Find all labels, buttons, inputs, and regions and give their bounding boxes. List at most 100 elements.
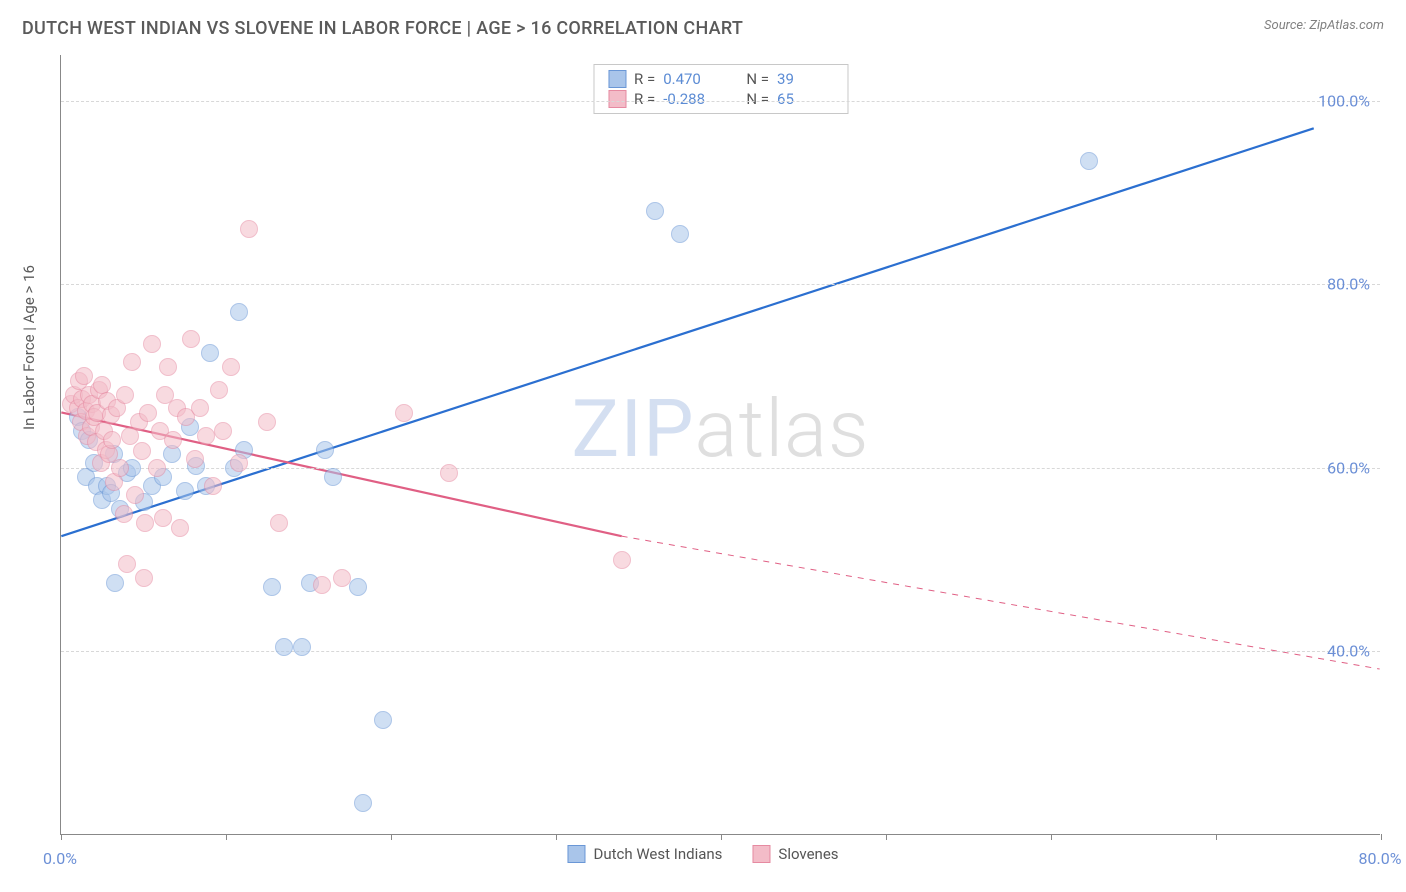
scatter-point: [148, 459, 166, 477]
r-value: -0.288: [663, 90, 719, 108]
watermark: ZIPatlas: [571, 382, 869, 476]
regression-line: [622, 536, 1380, 669]
scatter-point: [354, 794, 372, 812]
legend-swatch: [752, 845, 770, 863]
scatter-point: [230, 454, 248, 472]
scatter-point: [186, 450, 204, 468]
scatter-point: [201, 344, 219, 362]
scatter-point: [333, 569, 351, 587]
scatter-point: [240, 220, 258, 238]
scatter-point: [123, 353, 141, 371]
r-label: R =: [634, 70, 655, 88]
n-label: N =: [746, 90, 769, 108]
y-axis-title: In Labor Force | Age > 16: [20, 265, 38, 430]
chart-title: DUTCH WEST INDIAN VS SLOVENE IN LABOR FO…: [22, 18, 743, 39]
scatter-point: [111, 459, 129, 477]
scatter-point: [313, 576, 331, 594]
source-credit: Source: ZipAtlas.com: [1264, 18, 1384, 33]
n-label: N =: [746, 70, 769, 88]
y-tick-label: 40.0%: [1327, 642, 1370, 661]
scatter-point: [204, 477, 222, 495]
scatter-point: [154, 509, 172, 527]
x-tick: [391, 834, 392, 840]
correlation-row: R = -0.288 N = 65: [608, 89, 833, 109]
x-tick: [1216, 834, 1217, 840]
scatter-point: [116, 386, 134, 404]
scatter-point: [324, 468, 342, 486]
scatter-point: [270, 514, 288, 532]
x-tick: [61, 834, 62, 840]
x-tick: [721, 834, 722, 840]
correlation-row: R = 0.470 N = 39: [608, 69, 833, 89]
scatter-point: [197, 427, 215, 445]
y-tick-label: 100.0%: [1318, 91, 1370, 110]
scatter-point: [671, 225, 689, 243]
x-axis-label: 0.0%: [43, 849, 77, 868]
scatter-point: [349, 578, 367, 596]
correlation-legend: R = 0.470 N = 39R = -0.288 N = 65: [593, 64, 848, 114]
scatter-point: [106, 574, 124, 592]
scatter-point: [103, 431, 121, 449]
r-value: 0.470: [663, 70, 719, 88]
scatter-point: [316, 441, 334, 459]
scatter-point: [159, 358, 177, 376]
grid-line: [61, 651, 1380, 652]
scatter-point: [191, 399, 209, 417]
scatter-point: [133, 442, 151, 460]
watermark-part2: atlas: [695, 382, 870, 476]
legend-swatch: [608, 70, 626, 88]
scatter-point: [440, 464, 458, 482]
scatter-point: [258, 413, 276, 431]
regression-lines-layer: [61, 55, 1380, 834]
x-tick: [1051, 834, 1052, 840]
x-tick: [226, 834, 227, 840]
scatter-point: [136, 514, 154, 532]
scatter-point: [171, 519, 189, 537]
legend-item: Dutch West Indians: [567, 845, 722, 863]
series-legend: Dutch West Indians Slovenes: [567, 845, 838, 863]
x-tick: [886, 834, 887, 840]
grid-line: [61, 101, 1380, 102]
scatter-point: [293, 638, 311, 656]
chart-header: DUTCH WEST INDIAN VS SLOVENE IN LABOR FO…: [22, 18, 1384, 39]
plot-area: ZIPatlas R = 0.470 N = 39R = -0.288 N = …: [60, 55, 1380, 835]
legend-swatch: [567, 845, 585, 863]
scatter-point: [214, 422, 232, 440]
scatter-point: [263, 578, 281, 596]
n-value: 65: [777, 90, 833, 108]
legend-label: Dutch West Indians: [593, 845, 722, 863]
scatter-point: [210, 381, 228, 399]
regression-line: [61, 128, 1313, 536]
legend-swatch: [608, 90, 626, 108]
legend-item: Slovenes: [752, 845, 838, 863]
x-axis-label: 80.0%: [1359, 849, 1402, 868]
y-tick-label: 80.0%: [1327, 275, 1370, 294]
grid-line: [61, 468, 1380, 469]
scatter-point: [139, 404, 157, 422]
r-label: R =: [634, 90, 655, 108]
legend-label: Slovenes: [778, 845, 838, 863]
scatter-point: [75, 367, 93, 385]
scatter-point: [182, 330, 200, 348]
scatter-point: [143, 335, 161, 353]
scatter-point: [164, 431, 182, 449]
scatter-point: [118, 555, 136, 573]
n-value: 39: [777, 70, 833, 88]
grid-line: [61, 284, 1380, 285]
scatter-point: [374, 711, 392, 729]
scatter-point: [1080, 152, 1098, 170]
scatter-point: [613, 551, 631, 569]
x-tick: [556, 834, 557, 840]
scatter-point: [115, 505, 133, 523]
y-tick-label: 60.0%: [1327, 458, 1370, 477]
scatter-point: [275, 638, 293, 656]
watermark-part1: ZIP: [571, 382, 694, 476]
scatter-point: [222, 358, 240, 376]
scatter-point: [646, 202, 664, 220]
scatter-point: [126, 486, 144, 504]
x-tick: [1381, 834, 1382, 840]
scatter-point: [135, 569, 153, 587]
scatter-point: [176, 482, 194, 500]
scatter-point: [230, 303, 248, 321]
scatter-point: [395, 404, 413, 422]
